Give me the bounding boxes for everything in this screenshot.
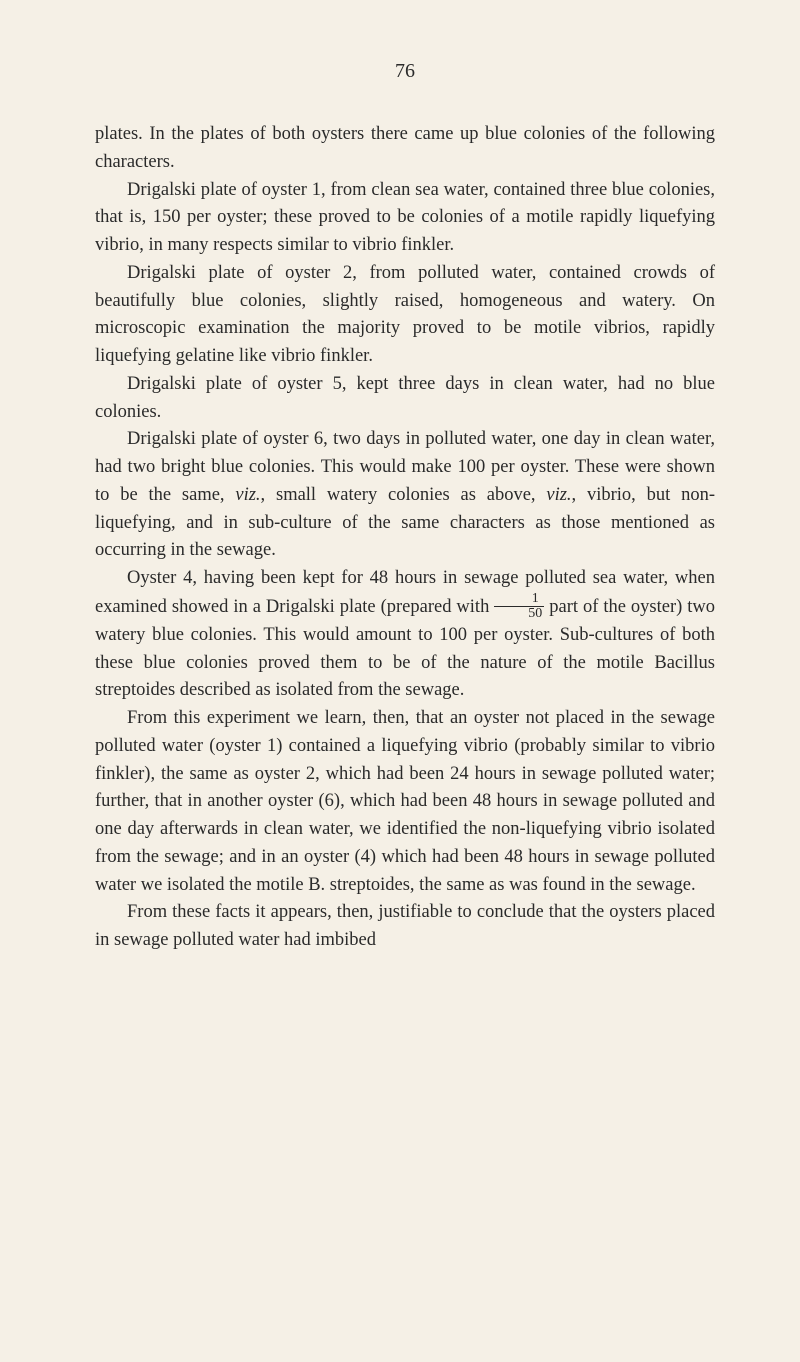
paragraph: Drigalski plate of oyster 2, from pollut…: [95, 260, 715, 371]
paragraph: From this experiment we learn, then, tha…: [95, 705, 715, 899]
document-content: plates. In the plates of both oysters th…: [95, 121, 715, 955]
paragraph: Drigalski plate of oyster 6, two days in…: [95, 426, 715, 565]
page-number: 76: [95, 60, 715, 83]
paragraph: plates. In the plates of both oysters th…: [95, 121, 715, 177]
paragraph: Oyster 4, having been kept for 48 hours …: [95, 565, 715, 705]
paragraph: From these facts it appears, then, justi…: [95, 899, 715, 955]
paragraph: Drigalski plate of oyster 5, kept three …: [95, 371, 715, 427]
paragraph: Drigalski plate of oyster 1, from clean …: [95, 177, 715, 260]
